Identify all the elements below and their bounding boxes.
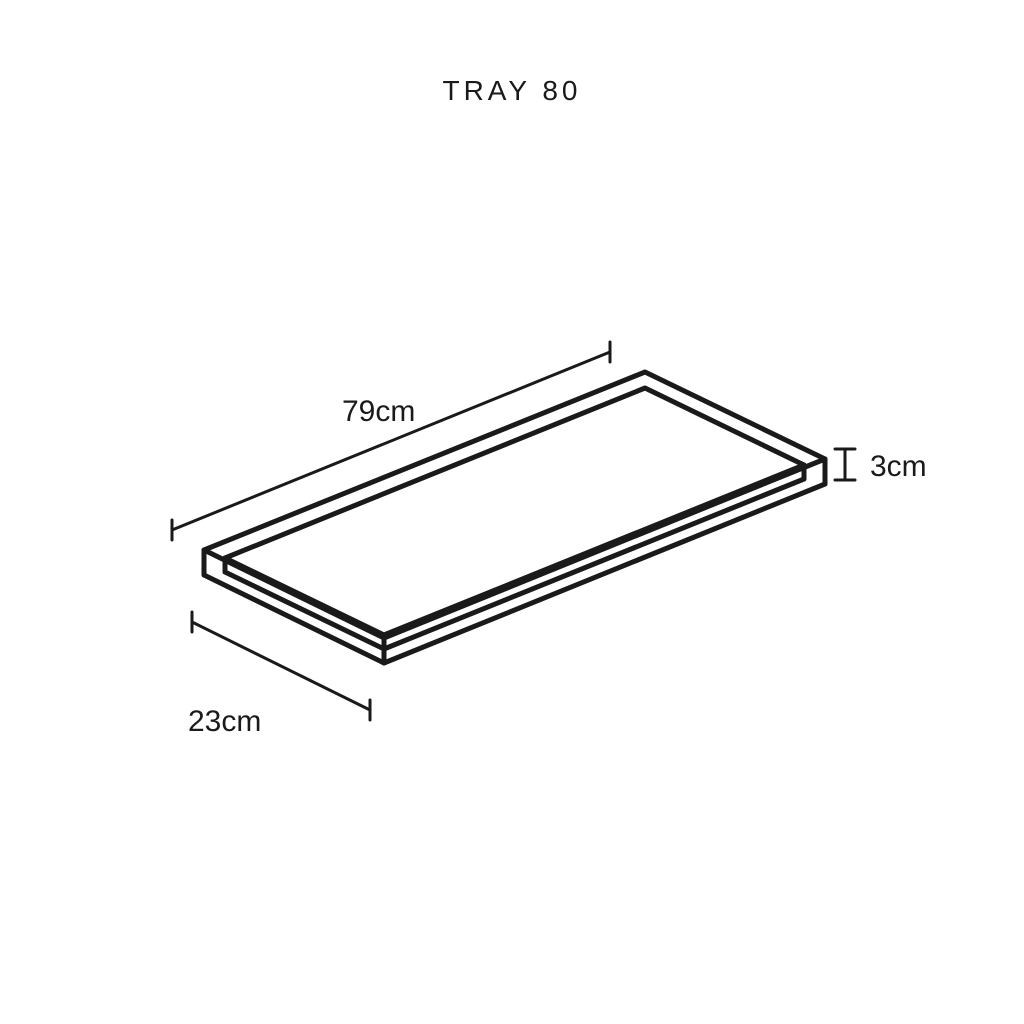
dimension-length-label: 79cm: [342, 395, 415, 429]
dimension-height-label: 3cm: [870, 450, 927, 484]
tray-isometric-diagram: [0, 0, 1024, 1024]
dimension-width-label: 23cm: [188, 705, 261, 739]
